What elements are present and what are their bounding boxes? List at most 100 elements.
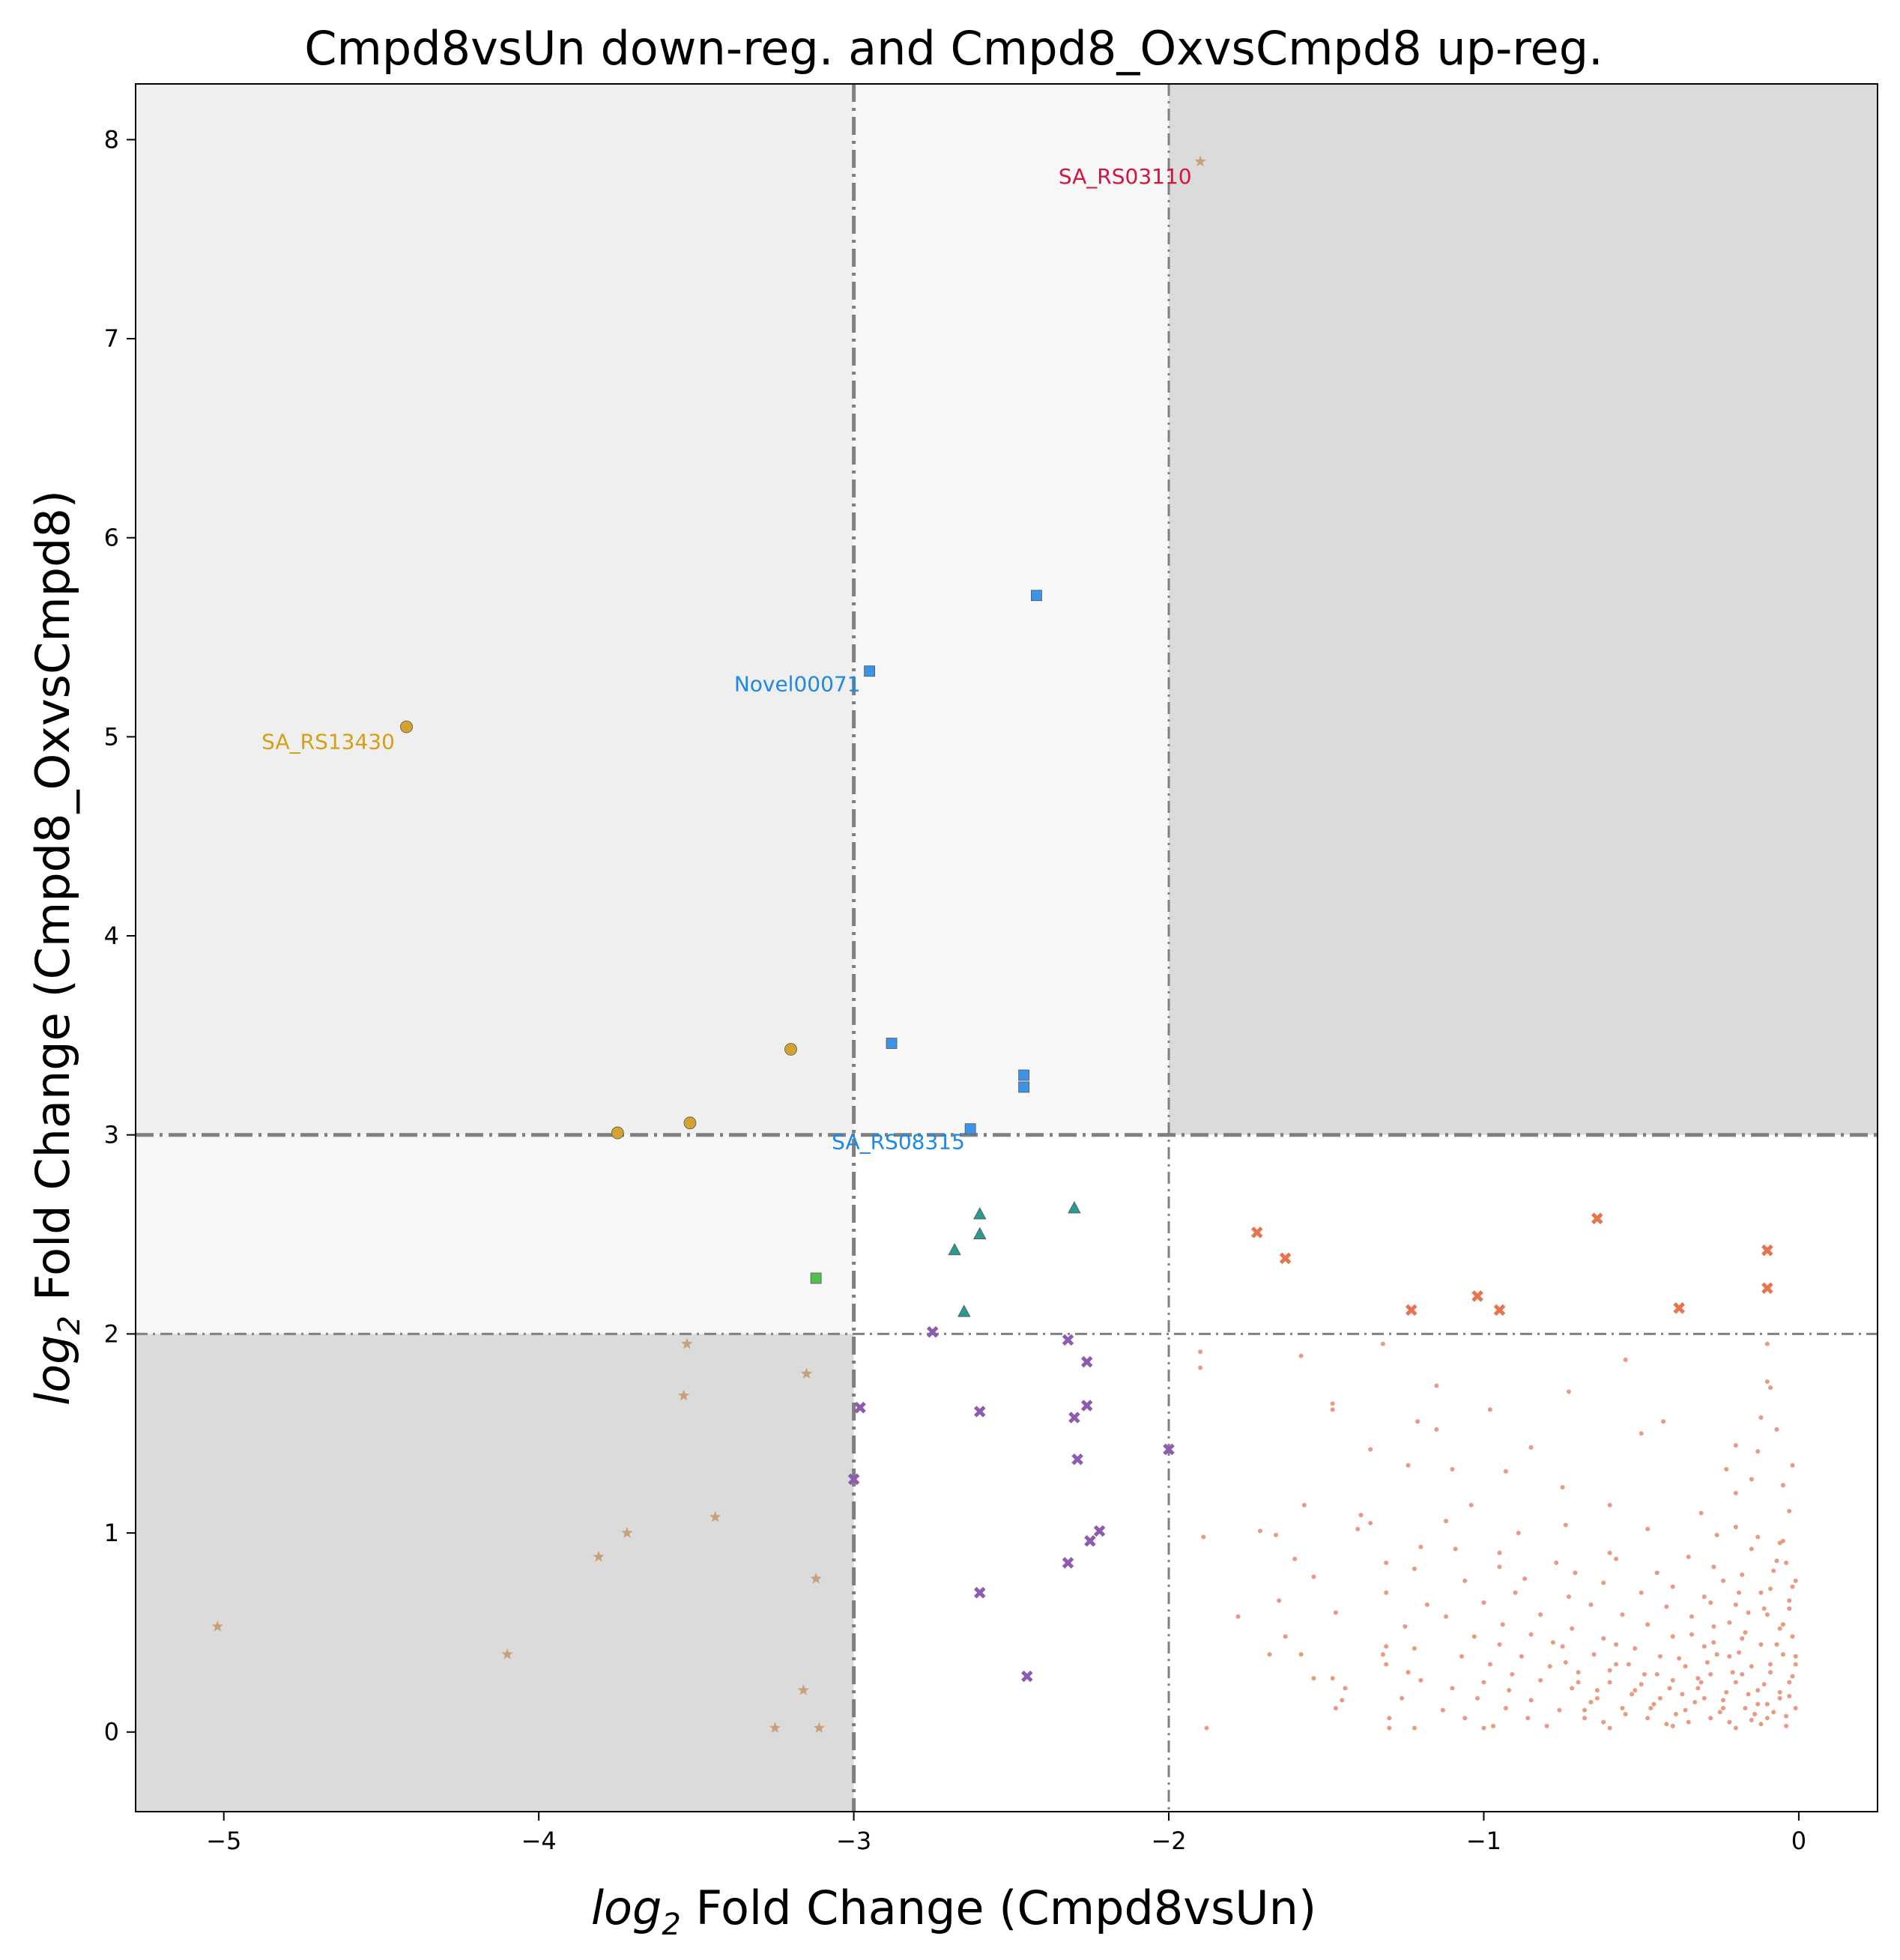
point-5-3 bbox=[1761, 1244, 1773, 1256]
point-4-7 bbox=[1163, 1443, 1175, 1456]
point-4-4 bbox=[973, 1406, 986, 1418]
y-tick-label-6: 6 bbox=[104, 524, 119, 552]
point-7-54 bbox=[1607, 1550, 1612, 1555]
point-0-1 bbox=[784, 1043, 797, 1056]
point-7-227 bbox=[1777, 1690, 1782, 1695]
point-7-73 bbox=[1670, 1584, 1675, 1589]
point-7-57 bbox=[1292, 1556, 1298, 1561]
point-7-8 bbox=[1764, 1379, 1770, 1385]
point-7-200 bbox=[1768, 1662, 1773, 1667]
point-7-204 bbox=[1787, 1693, 1792, 1699]
point-7-125 bbox=[1384, 1662, 1389, 1667]
point-7-218 bbox=[1588, 1699, 1594, 1705]
point-6-3 bbox=[677, 1389, 690, 1401]
point-6-12 bbox=[813, 1722, 825, 1733]
point-7-189 bbox=[1698, 1680, 1704, 1685]
point-7-39 bbox=[1355, 1526, 1361, 1531]
point-7-112 bbox=[1560, 1644, 1565, 1649]
point-7-83 bbox=[1424, 1602, 1429, 1607]
point-7-192 bbox=[1717, 1710, 1722, 1715]
point-7-210 bbox=[1714, 1652, 1719, 1657]
point-7-25 bbox=[1724, 1467, 1729, 1472]
point-7-84 bbox=[1481, 1600, 1486, 1606]
point-7-152 bbox=[1695, 1686, 1701, 1691]
point-7-71 bbox=[1522, 1576, 1528, 1582]
point-7-219 bbox=[1576, 1680, 1581, 1685]
point-7-212 bbox=[1664, 1722, 1669, 1727]
point-7-101 bbox=[1777, 1626, 1782, 1631]
point-7-214 bbox=[1639, 1681, 1644, 1687]
point-4-0 bbox=[926, 1325, 939, 1338]
point-7-67 bbox=[1740, 1572, 1745, 1577]
point-7-15 bbox=[1758, 1415, 1764, 1420]
point-7-163 bbox=[1440, 1708, 1445, 1713]
point-7-70 bbox=[1462, 1578, 1468, 1583]
point-7-131 bbox=[1793, 1662, 1798, 1667]
point-5-6 bbox=[1405, 1304, 1418, 1316]
point-6-0 bbox=[1194, 155, 1206, 167]
point-7-202 bbox=[1780, 1622, 1785, 1627]
point-7-82 bbox=[1277, 1598, 1282, 1603]
point-7-29 bbox=[1560, 1484, 1565, 1489]
point-7-203 bbox=[1784, 1714, 1789, 1719]
point-1-2 bbox=[886, 1038, 898, 1049]
point-7-250 bbox=[1737, 1590, 1742, 1595]
point-7-249 bbox=[1746, 1610, 1751, 1615]
point-4-1 bbox=[1062, 1334, 1074, 1346]
point-7-33 bbox=[1468, 1502, 1474, 1507]
point-4-3 bbox=[854, 1401, 866, 1414]
shaded-regions bbox=[136, 84, 1878, 1812]
point-7-4 bbox=[1380, 1341, 1385, 1346]
point-7-137 bbox=[1768, 1670, 1773, 1675]
point-7-145 bbox=[1733, 1680, 1738, 1685]
point-7-52 bbox=[1453, 1546, 1458, 1552]
point-7-111 bbox=[1497, 1642, 1502, 1647]
point-7-184 bbox=[1670, 1723, 1675, 1728]
point-7-48 bbox=[1714, 1532, 1719, 1537]
point-7-235 bbox=[1667, 1686, 1672, 1691]
point-7-164 bbox=[1503, 1705, 1508, 1711]
point-5-2 bbox=[1591, 1212, 1603, 1225]
point-7-74 bbox=[1720, 1578, 1725, 1583]
point-7-98 bbox=[1570, 1626, 1575, 1631]
point-4-10 bbox=[1093, 1525, 1106, 1537]
point-1-5 bbox=[964, 1123, 976, 1135]
point-7-81 bbox=[1758, 1590, 1764, 1595]
x-tick-label-1: −4 bbox=[521, 1827, 557, 1855]
point-4-8 bbox=[1071, 1453, 1083, 1466]
point-7-116 bbox=[1267, 1652, 1272, 1657]
point-1-0 bbox=[1031, 590, 1042, 602]
point-7-129 bbox=[1683, 1664, 1688, 1669]
point-7-0 bbox=[1198, 1349, 1203, 1355]
region-1 bbox=[853, 84, 1170, 1135]
point-7-104 bbox=[1528, 1632, 1534, 1637]
point-7-18 bbox=[1774, 1427, 1779, 1432]
point-7-221 bbox=[1550, 1640, 1555, 1645]
point-7-91 bbox=[1444, 1614, 1449, 1619]
point-7-239 bbox=[1594, 1687, 1600, 1693]
region-2 bbox=[1169, 84, 1878, 1135]
threshold-lines bbox=[136, 84, 1878, 1812]
x-axis-label-sub: 2 bbox=[662, 1908, 680, 1942]
point-7-55 bbox=[1686, 1554, 1691, 1559]
point-7-176 bbox=[1764, 1716, 1770, 1721]
point-7-146 bbox=[1787, 1680, 1792, 1685]
point-7-196 bbox=[1743, 1630, 1748, 1635]
x-tick-label-4: −1 bbox=[1466, 1827, 1501, 1855]
point-7-30 bbox=[1780, 1483, 1785, 1488]
y-tick-label-3: 3 bbox=[104, 1121, 119, 1149]
point-7-178 bbox=[1387, 1725, 1392, 1731]
point-7-19 bbox=[1368, 1447, 1373, 1452]
point-7-115 bbox=[1758, 1642, 1764, 1647]
point-7-56 bbox=[1749, 1546, 1754, 1552]
y-tick-label-0: 0 bbox=[104, 1718, 119, 1746]
point-7-175 bbox=[1708, 1716, 1713, 1721]
point-7-22 bbox=[1755, 1449, 1761, 1454]
point-1-3 bbox=[1018, 1069, 1030, 1081]
point-7-161 bbox=[1777, 1696, 1782, 1701]
point-7-37 bbox=[1358, 1513, 1364, 1518]
point-7-216 bbox=[1614, 1642, 1619, 1647]
region-3 bbox=[136, 1134, 854, 1334]
data-points bbox=[211, 155, 1798, 1733]
point-4-9 bbox=[847, 1473, 860, 1486]
